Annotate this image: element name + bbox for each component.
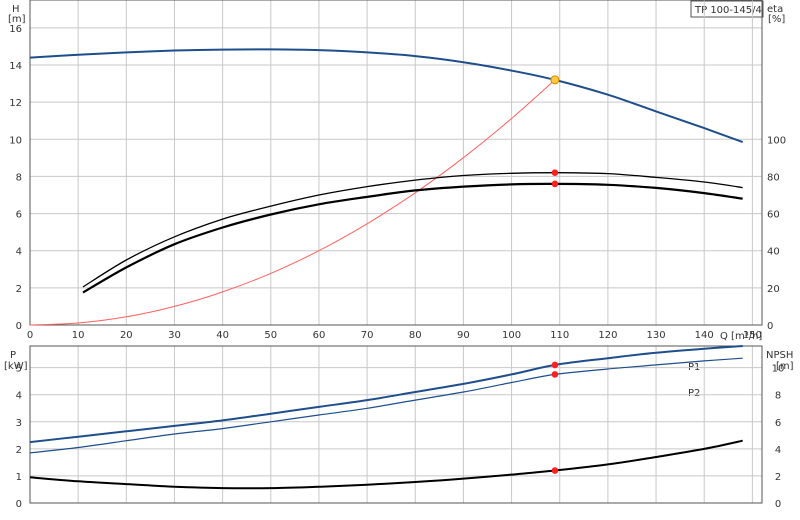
plot-layer: 0 10 20 30 40 50 60 70 80 90 100 110 120 130 140 150024… (9, 0, 786, 510)
power-tick-label: 3 (16, 418, 22, 429)
model-label-box (690, 0, 764, 18)
head_duty-duty-marker (550, 75, 560, 85)
x-tick-label: 20 (120, 330, 133, 341)
power-axis-unit: [kW] (4, 361, 28, 372)
head-tick-label: 0 (16, 321, 22, 332)
head-axis-unit: [m] (8, 14, 26, 25)
npsh-axis-unit: [m] (776, 361, 794, 372)
power-duty-marker (551, 361, 559, 369)
x-tick-label: 110 (550, 330, 569, 341)
power-tick-label: 4 (16, 391, 22, 402)
system_curve-curve (29, 79, 556, 326)
power-tick-label: 0 (16, 499, 22, 510)
power-tick-label: 2 (16, 445, 22, 456)
npsh-tick-label: 10 (772, 364, 785, 375)
eta-tick-label: 60 (767, 210, 780, 221)
eta-axis-title: eta (767, 4, 783, 15)
head-axis-title: H (12, 4, 20, 15)
p2-curve (29, 357, 743, 454)
x-tick-label: 10 (72, 330, 85, 341)
x-tick-label: 100 (502, 330, 521, 341)
x-axis-label: Q [m³/h] (720, 331, 762, 342)
head-tick-label: 16 (9, 24, 22, 35)
p2-series-label: P2 (688, 388, 700, 399)
head-tick-label: 12 (9, 98, 22, 109)
x-tick-label: 40 (216, 330, 229, 341)
top-plot-frame (29, 0, 763, 326)
x-tick-label: 150 (743, 330, 762, 341)
eta-tick-label: 80 (767, 172, 780, 183)
npsh-tick-label: 4 (775, 445, 781, 456)
x-tick-label: 90 (457, 330, 470, 341)
head-tick-label: 8 (16, 172, 22, 183)
npsh-tick-label: 8 (775, 391, 781, 402)
x-tick-label: 130 (647, 330, 666, 341)
npsh-curve (29, 439, 743, 490)
x-tick-label: 60 (313, 330, 326, 341)
efficiency_upper-curve (82, 172, 743, 288)
npsh-axis-title: NPSH (766, 350, 793, 361)
eta-axis-unit: [%] (768, 14, 785, 25)
eta-tick-label: 100 (767, 135, 786, 146)
eta-tick-label: 0 (767, 321, 773, 332)
x-tick-label: 30 (168, 330, 181, 341)
efficiency_lower-curve (82, 182, 743, 294)
x-tick-label: 140 (695, 330, 714, 341)
x-tick-label: 80 (409, 330, 422, 341)
x-tick-label: 70 (361, 330, 374, 341)
eta-tick-label: 40 (767, 247, 780, 258)
eta-tick-label: 20 (767, 284, 780, 295)
power-duty-marker (551, 371, 559, 378)
head-tick-label: 2 (16, 284, 22, 295)
npsh-tick-label: 0 (775, 499, 781, 510)
head-tick-label: 10 (9, 135, 22, 146)
power-tick-label: 5 (16, 364, 22, 375)
head-curve (29, 48, 744, 144)
x-tick-label: 0 (27, 330, 33, 341)
x-tick-label: 120 (598, 330, 617, 341)
npsh-tick-label: 2 (775, 472, 781, 483)
model-label: TP 100-145/4 (694, 5, 762, 16)
head-tick-label: 4 (16, 247, 22, 258)
npsh-duty-marker (551, 467, 559, 474)
head-tick-label: 14 (9, 61, 22, 72)
power-axis-title: P (10, 350, 16, 361)
bottom-plot-frame (29, 345, 763, 504)
npsh-tick-label: 6 (775, 418, 781, 429)
p1-curve (29, 345, 743, 444)
eta-duty-marker (551, 169, 559, 177)
x-tick-label: 50 (264, 330, 277, 341)
power-tick-label: 1 (16, 472, 22, 483)
eta-duty-marker (551, 180, 559, 188)
head-tick-label: 6 (16, 210, 22, 221)
